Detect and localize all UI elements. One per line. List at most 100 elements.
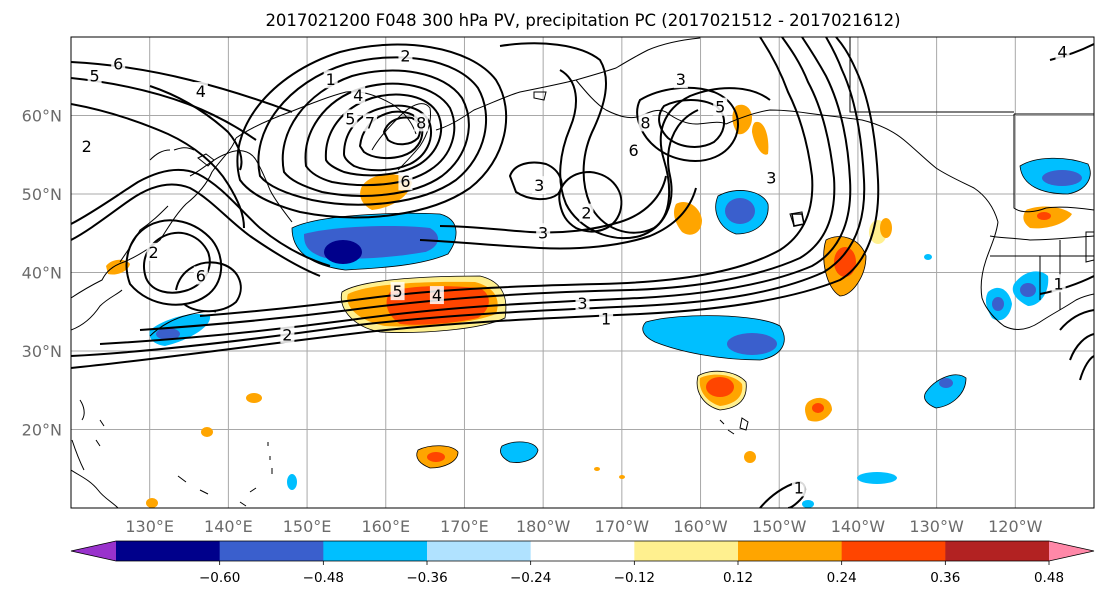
pv-small-ring (791, 213, 805, 227)
pv-contour-label: 1 (601, 310, 611, 329)
pv-label-backdrop (626, 140, 641, 159)
pv-contour-label: 8 (640, 113, 650, 132)
pv-contour-label: 2 (282, 325, 292, 344)
pv-japan-trough-a (71, 183, 321, 277)
pv-east-arc-2 (1059, 309, 1094, 331)
pv-contour-label: 4 (432, 286, 442, 305)
pv-label-backdrop (414, 113, 429, 132)
precip-anomaly-gulf-alaska-negative (715, 190, 769, 234)
pv-contour-label: 1 (326, 70, 336, 89)
pv-low-ring-4 (304, 82, 456, 187)
pv-label-backdrop (193, 81, 208, 100)
lon-tick-label: 140°W (831, 517, 886, 536)
pv-east-arc-1 (1039, 275, 1094, 295)
pv-jet-contour-3 (99, 37, 852, 345)
pv-contour-label: 6 (113, 54, 123, 73)
pv-label-backdrop (579, 203, 594, 222)
lon-tick-label: 180°W (516, 517, 571, 536)
pv-japan-ring-a (125, 219, 223, 306)
pv-label-backdrop (280, 325, 295, 344)
precip-outlines (291, 157, 1091, 469)
pv-contour-label: 2 (82, 137, 92, 156)
precip-anomaly-subtropical-negative (642, 315, 785, 360)
figure-title: 2017021200 F048 300 hPa PV, precipitatio… (265, 11, 900, 30)
pv-jet-contour-5 (199, 37, 814, 317)
pv-contour-label: 3 (538, 223, 548, 242)
pv-label-backdrop (536, 223, 551, 242)
pv-label-backdrop (390, 282, 405, 301)
pv-label-backdrop (713, 97, 728, 116)
lat-tick-label: 60°N (22, 107, 62, 126)
pv-label-backdrop (363, 113, 378, 132)
pv-label-backdrop (791, 478, 806, 497)
colorbar-tick-label: −0.36 (406, 570, 447, 586)
pv-label-backdrop (638, 113, 653, 132)
axis-tick-labels: 130°E 140°E 150°E 160°E 170°E 180°W 170°W 160°W… (22, 107, 1043, 537)
colorbar-segment (219, 541, 324, 561)
pv-low-ring-5 (324, 93, 443, 177)
pv-label-backdrop (575, 293, 590, 312)
pv-label-backdrop (673, 70, 688, 89)
pv-high-lat-4 (149, 85, 243, 171)
lon-tick-label: 150°E (283, 517, 332, 536)
lon-tick-label: 160°E (361, 517, 410, 536)
lon-tick-label: 140°E (204, 517, 253, 536)
pv-label-backdrop (323, 70, 338, 89)
pv-label-backdrop (429, 286, 444, 305)
pv-label-backdrop (1055, 42, 1070, 61)
colorbar-segment (634, 541, 739, 561)
colorbar-segment (945, 541, 1050, 561)
pv-low-ring-1 (236, 43, 508, 219)
lon-tick-label: 170°E (440, 517, 489, 536)
pv-contour-label: 2 (149, 243, 159, 262)
pv-label-backdrop (1051, 274, 1066, 293)
pv-label-backdrop (111, 54, 126, 73)
pv-contour-label: 7 (365, 113, 375, 132)
pv-label-backdrop (79, 136, 94, 155)
pv-ridge-cutoff-3 (508, 161, 563, 200)
colorbar-segment (116, 541, 221, 561)
pv-east-arc-3 (1069, 333, 1094, 361)
pv-ridge-ring-a (499, 42, 771, 234)
pv-label-backdrop (599, 309, 614, 328)
pv-contour-label: 3 (577, 294, 587, 313)
pv-label-backdrop (351, 85, 366, 104)
pv-contour-label: 4 (1057, 43, 1067, 62)
colorbar-segment (738, 541, 843, 561)
pv-ne-arc (1049, 43, 1094, 61)
pv-contour-label: 5 (715, 98, 725, 117)
pv-jet-contour-2 (71, 37, 866, 357)
pv-contour-label: 6 (196, 266, 206, 285)
pv-label-backdrop (764, 168, 779, 187)
pv-contour-label: 4 (196, 82, 206, 101)
pv-contour-label: 6 (400, 172, 410, 191)
pv-contour-label: 2 (581, 204, 591, 223)
colorbar-extend-max (1049, 541, 1094, 561)
coastlines (71, 37, 1094, 508)
colorbar-tick-label: 0.48 (1034, 570, 1064, 586)
precip-anomaly-north-pacific-positive (823, 236, 866, 296)
lon-tick-label: 130°W (909, 517, 964, 536)
pv-ridge-cutoff-2 (558, 170, 623, 233)
lon-tick-label: 170°W (595, 517, 650, 536)
pv-low-ring-6 (342, 104, 432, 172)
colorbar-segment (530, 541, 635, 561)
pv-jet-contour-4 (139, 37, 836, 331)
pv-contour-label: 1 (794, 478, 804, 497)
map-frame (70, 36, 1095, 509)
colorbar-extend-min (71, 541, 116, 561)
lon-tick-label: 160°W (673, 517, 728, 536)
pv-jet-contour-1 (71, 37, 880, 369)
pv-low-ring-2 (257, 56, 488, 206)
colorbar-tick-label: −0.24 (510, 570, 551, 586)
pv-label-backdrop (87, 66, 102, 85)
pv-high-lat-2 (71, 103, 245, 229)
lat-tick-label: 20°N (22, 421, 62, 440)
colorbar-tick-label: −0.12 (614, 570, 655, 586)
lon-tick-label: 120°W (988, 517, 1043, 536)
colorbar: −0.60 −0.48 −0.36 −0.24 −0.12 0.12 0.24 0.36 0.4… (70, 540, 1095, 586)
pv-label-backdrop (532, 176, 547, 195)
